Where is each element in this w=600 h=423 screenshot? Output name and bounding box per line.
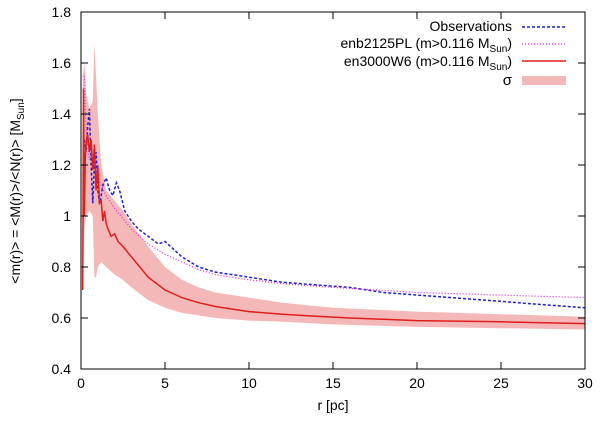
y-tick-label: 1.2: [52, 157, 72, 173]
legend-label-observations: Observations: [430, 18, 512, 34]
legend: Observations enb2125PL (m>0.116 MSun) en…: [340, 18, 566, 89]
legend-label-en3000w6: en3000W6 (m>0.116 MSun): [344, 53, 512, 73]
x-axis-label: r [pc]: [317, 397, 348, 413]
series-layer: [81, 75, 586, 325]
legend-label-sigma: σ: [503, 72, 513, 89]
x-tick-label: 0: [77, 375, 85, 391]
y-tick-label: 1.6: [52, 55, 72, 71]
x-tick-label: 30: [577, 375, 593, 391]
x-tick-label: 5: [161, 375, 169, 391]
y-tick-label: 0.8: [52, 259, 72, 275]
y-tick-label: 1.4: [52, 106, 72, 122]
y-tick-label: 1: [63, 208, 71, 224]
legend-label-enb2125pl: enb2125PL (m>0.116 MSun): [340, 35, 512, 55]
x-tick-label: 10: [241, 375, 257, 391]
y-axis-label: <m(r)> = <M(r)>/<N(r)> [MSun]: [7, 98, 27, 283]
series-line-en: [81, 88, 586, 325]
y-tick-label: 1.8: [52, 4, 72, 20]
y-axis-label-close: ]: [7, 98, 23, 102]
x-tick-label: 25: [493, 375, 509, 391]
y-tick-label: 0.4: [52, 361, 72, 377]
legend-swatch-sigma: [522, 76, 566, 85]
x-tick-label: 20: [409, 375, 425, 391]
y-tick-label: 0.6: [52, 310, 72, 326]
tick-layer: [80, 11, 586, 370]
y-axis-label-main: <m(r)> = <M(r)>/<N(r)> [M: [7, 120, 23, 284]
x-tick-label: 15: [325, 375, 341, 391]
tick-label-layer: 0 5 10 15 20 25 30 0.4 0.6 0.8 1 1.2 1.4 1.6 1.8: [52, 4, 593, 391]
y-axis-label-sub: Sun: [16, 102, 27, 120]
